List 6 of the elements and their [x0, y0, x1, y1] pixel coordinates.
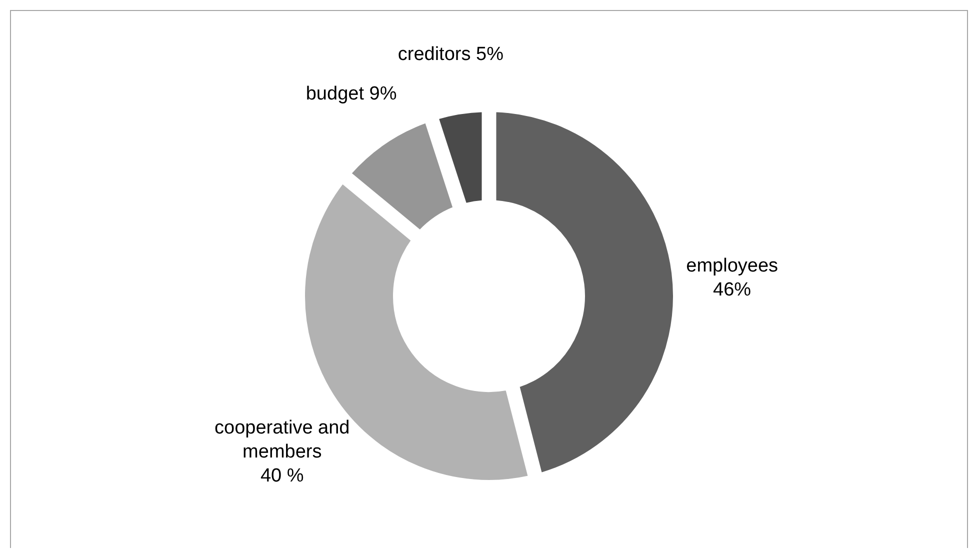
- data-label: 46%: [713, 279, 752, 300]
- data-label: 40 %: [260, 465, 304, 486]
- slice-label: cooperative and members: [214, 417, 350, 462]
- slice-label: employees: [686, 255, 778, 276]
- slice-label: creditors 5%: [398, 44, 504, 66]
- slice-label: budget 9%: [306, 83, 397, 104]
